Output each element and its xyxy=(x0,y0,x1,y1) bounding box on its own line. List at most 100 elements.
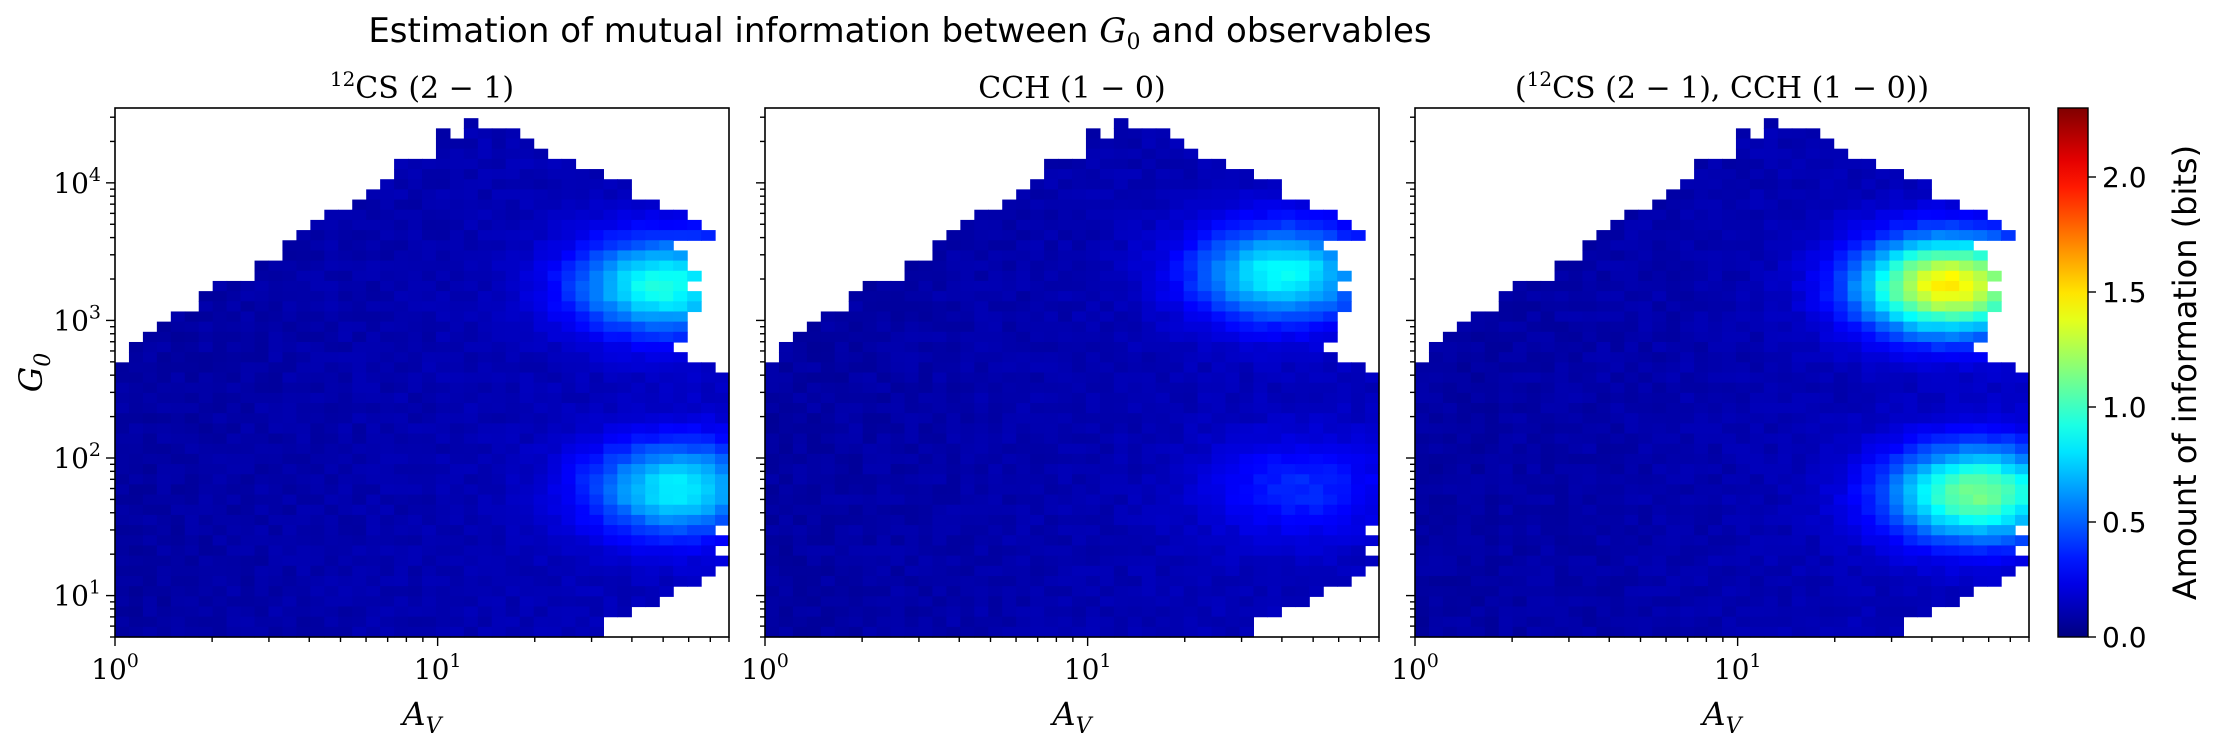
heatmap-cell xyxy=(1141,291,1157,302)
heatmap-cell xyxy=(1016,413,1031,424)
heatmap-cell xyxy=(142,514,158,526)
heatmap-cell xyxy=(603,240,618,252)
heatmap-cell xyxy=(1211,464,1227,475)
heatmap-cell xyxy=(1735,474,1751,485)
heatmap-cell xyxy=(1680,403,1695,414)
heatmap-cell xyxy=(1540,280,1556,292)
heatmap-cell xyxy=(477,484,493,496)
heatmap-cell xyxy=(1819,280,1835,292)
heatmap-cell xyxy=(1281,403,1296,414)
heatmap-cell xyxy=(519,433,535,445)
heatmap-cell xyxy=(282,270,297,282)
heatmap-cell xyxy=(1337,270,1352,282)
heatmap-cell xyxy=(1470,555,1486,567)
heatmap-cell xyxy=(547,250,563,262)
heatmap-cell xyxy=(240,525,256,536)
heatmap-cell xyxy=(1708,443,1723,455)
heatmap-cell xyxy=(904,311,920,323)
heatmap-cell xyxy=(1085,403,1101,414)
heatmap-cell xyxy=(946,311,961,323)
heatmap-cell xyxy=(1819,331,1835,343)
heatmap-cell xyxy=(1415,484,1430,496)
heatmap-cell xyxy=(1456,596,1472,608)
heatmap-cell xyxy=(268,555,284,567)
heatmap-cell xyxy=(1805,504,1821,516)
heatmap-cell xyxy=(170,586,186,597)
heatmap-cell xyxy=(974,230,989,241)
heatmap-cell xyxy=(1512,311,1528,323)
heatmap-cell xyxy=(1791,626,1807,638)
heatmap-cell xyxy=(1085,199,1101,211)
heatmap-cell xyxy=(1030,596,1045,608)
heatmap-cell xyxy=(422,230,437,241)
heatmap-cell xyxy=(422,179,437,190)
heatmap-cell xyxy=(422,392,437,404)
heatmap-cell xyxy=(1428,403,1444,414)
heatmap-cell xyxy=(715,484,730,496)
heatmap-cell xyxy=(1708,260,1723,272)
heatmap-cell xyxy=(1295,413,1310,424)
heatmap-cell xyxy=(352,514,367,526)
heatmap-cell xyxy=(1777,311,1793,323)
heatmap-cell xyxy=(1323,382,1338,394)
heatmap-cell xyxy=(960,341,975,353)
heatmap-cell xyxy=(477,352,493,363)
heatmap-cell xyxy=(1295,362,1310,374)
heatmap-cell xyxy=(128,616,144,628)
heatmap-cell xyxy=(589,260,604,272)
heatmap-cell xyxy=(463,138,479,150)
heatmap-cell xyxy=(1211,341,1227,353)
heatmap-cell xyxy=(1554,626,1570,638)
heatmap-cell xyxy=(1044,596,1059,608)
heatmap-cell xyxy=(1666,382,1681,394)
heatmap-cell xyxy=(1526,392,1542,404)
heatmap-cell xyxy=(170,626,186,638)
heatmap-cell xyxy=(212,291,228,302)
heatmap-cell xyxy=(1323,321,1338,333)
heatmap-cell xyxy=(1833,403,1849,414)
heatmap-cell xyxy=(477,392,493,404)
heatmap-cell xyxy=(1484,382,1500,394)
heatmap-cell xyxy=(631,209,646,221)
heatmap-cell xyxy=(408,230,423,241)
heatmap-cell xyxy=(1694,575,1709,587)
heatmap-cell xyxy=(904,484,920,496)
heatmap-cell xyxy=(115,453,130,465)
heatmap-cell xyxy=(1016,321,1031,333)
heatmap-cell xyxy=(1337,423,1352,435)
heatmap-cell xyxy=(198,291,214,302)
heatmap-cell xyxy=(268,484,284,496)
heatmap-cell xyxy=(254,403,270,414)
heatmap-cell xyxy=(142,372,158,384)
heatmap-cell xyxy=(575,362,591,374)
heatmap-cell xyxy=(1211,586,1227,597)
heatmap-cell xyxy=(589,301,604,313)
heatmap-cell xyxy=(1030,565,1045,577)
heatmap-cell xyxy=(142,382,158,394)
heatmap-cell xyxy=(904,413,920,424)
heatmap-cell xyxy=(1002,484,1017,496)
heatmap-cell xyxy=(352,230,367,241)
heatmap-cell xyxy=(170,474,186,485)
heatmap-cell xyxy=(1058,464,1073,475)
heatmap-cell xyxy=(1833,179,1849,190)
heatmap-cell xyxy=(1470,535,1486,547)
heatmap-cell xyxy=(254,596,270,608)
heatmap-cell xyxy=(282,291,297,302)
heatmap-cell xyxy=(324,209,339,221)
heatmap-cell xyxy=(1749,138,1765,150)
heatmap-cell xyxy=(792,616,808,628)
heatmap-cell xyxy=(1847,189,1863,201)
heatmap-cell xyxy=(1030,525,1045,536)
heatmap-cell xyxy=(1722,596,1737,608)
heatmap-cell xyxy=(1428,443,1444,455)
heatmap-cell xyxy=(1351,443,1366,455)
heatmap-cell xyxy=(659,219,674,231)
heatmap-cell xyxy=(1777,250,1793,262)
heatmap-cell xyxy=(1833,148,1849,160)
heatmap-cell xyxy=(1113,494,1129,506)
heatmap-cell xyxy=(1428,494,1444,506)
heatmap-cell xyxy=(1498,382,1514,394)
heatmap-cell xyxy=(240,443,256,455)
heatmap-cell xyxy=(463,484,479,496)
